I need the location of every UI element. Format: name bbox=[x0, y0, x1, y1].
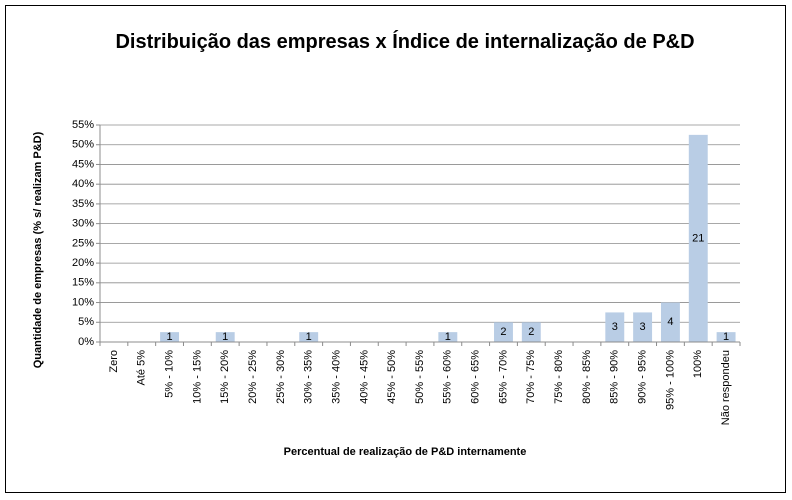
y-tick-label: 20% bbox=[72, 257, 94, 269]
y-tick-label: 45% bbox=[72, 158, 94, 170]
x-tick-label: 10% - 15% bbox=[191, 350, 203, 404]
data-label: 1 bbox=[445, 331, 451, 343]
x-tick-label: 90% - 95% bbox=[637, 350, 649, 404]
x-tick-label: 100% bbox=[692, 350, 704, 378]
bar bbox=[660, 302, 680, 342]
y-tick-label: 15% bbox=[72, 277, 94, 289]
data-label: 1 bbox=[306, 331, 312, 343]
y-tick-label: 25% bbox=[72, 237, 94, 249]
x-tick-label: 20% - 25% bbox=[247, 350, 259, 404]
x-tick-label: 75% - 80% bbox=[553, 350, 565, 404]
data-label: 3 bbox=[612, 321, 618, 333]
y-tick-label: 35% bbox=[72, 198, 94, 210]
bar bbox=[605, 312, 625, 342]
chart-border bbox=[5, 5, 786, 493]
x-tick-label: 95% - 100% bbox=[664, 350, 676, 410]
x-tick-label: 25% - 30% bbox=[275, 350, 287, 404]
x-tick-label: 80% - 85% bbox=[581, 350, 593, 404]
x-tick-label: 30% - 35% bbox=[303, 350, 315, 404]
y-axis-label: Quantidade de empresas (% s/ realizam P&… bbox=[32, 131, 44, 368]
data-label: 1 bbox=[167, 331, 173, 343]
bar bbox=[494, 322, 513, 342]
bar bbox=[438, 332, 458, 342]
x-tick-label: 50% - 55% bbox=[414, 350, 426, 404]
y-tick-label: 55% bbox=[72, 119, 94, 131]
x-tick-label: 65% - 70% bbox=[497, 350, 509, 404]
data-label: 3 bbox=[640, 321, 646, 333]
bar bbox=[688, 134, 708, 342]
bar bbox=[633, 312, 653, 342]
y-tick-label: 0% bbox=[78, 336, 94, 348]
x-tick-label: 40% - 45% bbox=[358, 350, 370, 404]
y-tick-label: 30% bbox=[72, 218, 94, 230]
x-tick-label: 70% - 75% bbox=[525, 350, 537, 404]
x-tick-label: 45% - 50% bbox=[386, 350, 398, 404]
x-tick-label: 5% - 10% bbox=[163, 350, 175, 398]
x-tick-label: 85% - 90% bbox=[609, 350, 621, 404]
y-tick-label: 5% bbox=[78, 316, 94, 328]
data-label: 1 bbox=[222, 331, 228, 343]
data-label: 2 bbox=[528, 326, 534, 338]
x-tick-label: Até 5% bbox=[136, 350, 148, 386]
x-tick-label: 15% - 20% bbox=[219, 350, 231, 404]
bar bbox=[521, 322, 541, 342]
x-tick-label: Não respondeu bbox=[720, 350, 732, 425]
x-tick-label: 55% - 60% bbox=[442, 350, 454, 404]
data-label: 2 bbox=[500, 326, 506, 338]
data-label: 4 bbox=[667, 316, 673, 328]
data-label: 21 bbox=[692, 232, 704, 244]
bar bbox=[716, 332, 736, 342]
x-tick-label: Zero bbox=[108, 350, 120, 373]
bar bbox=[160, 332, 180, 342]
bar bbox=[215, 332, 235, 342]
y-tick-label: 10% bbox=[72, 296, 94, 308]
y-tick-label: 40% bbox=[72, 178, 94, 190]
chart-title: Distribuição das empresas x Índice de in… bbox=[115, 31, 695, 53]
x-axis-label: Percentual de realização de P&D internam… bbox=[284, 446, 527, 458]
x-tick-label: 60% - 65% bbox=[470, 350, 482, 404]
bar bbox=[299, 332, 319, 342]
x-tick-label: 35% - 40% bbox=[330, 350, 342, 404]
data-label: 1 bbox=[723, 331, 729, 343]
y-tick-label: 50% bbox=[72, 139, 94, 151]
